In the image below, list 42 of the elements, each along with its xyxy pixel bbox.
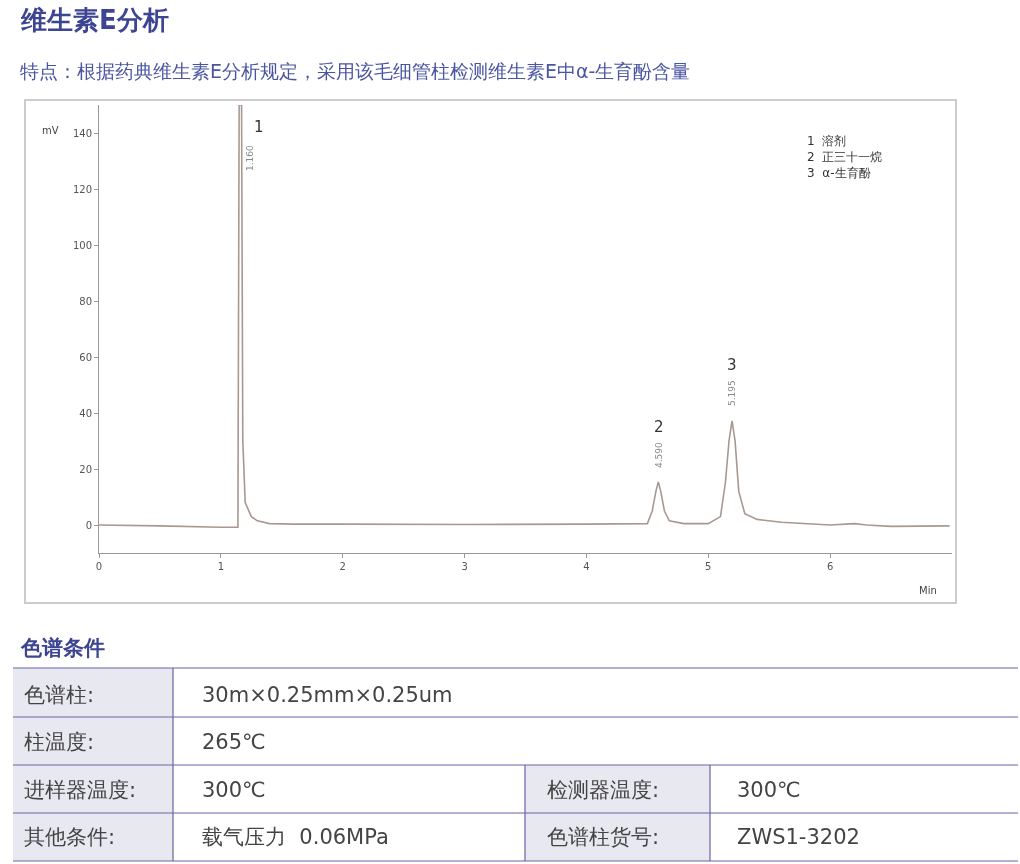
annotation: 4.590 xyxy=(654,441,664,468)
text: 30m×0.25mm×0.25um xyxy=(202,683,453,707)
y-tick-label: 60 xyxy=(79,351,92,363)
text: 进样器温度: xyxy=(24,778,137,802)
x-axis-title: Min xyxy=(919,585,937,596)
x-tick-label: 6 xyxy=(826,561,834,572)
text: 柱温度: xyxy=(24,730,95,754)
annotation: 1.160 xyxy=(245,144,255,171)
x-tick-label: 3 xyxy=(461,561,468,572)
text: 检测器温度: xyxy=(547,778,660,802)
x-tick-label: 2 xyxy=(339,561,346,572)
y-tick-label: 120 xyxy=(72,183,92,195)
annotation: 3 α-生育酚 xyxy=(807,166,871,180)
x-tick-label: 4 xyxy=(583,561,590,572)
chart-title: 维生素E分析 xyxy=(20,5,169,35)
y-tick-label: 100 xyxy=(72,239,92,251)
text: 300℃ xyxy=(202,778,266,802)
text: 色谱条件 xyxy=(20,636,105,660)
y-axis-title: mV xyxy=(42,125,59,136)
annotation: 2 xyxy=(654,418,664,436)
annotation: 5.195 xyxy=(727,380,737,406)
chart-subtitle: 特点：根据药典维生素E分析规定，采用该毛细管柱检测维生素E中α-生育酚含量 xyxy=(20,60,691,82)
y-tick-label: 20 xyxy=(79,463,92,475)
annotation: 3 xyxy=(727,356,737,374)
x-tick-label: 0 xyxy=(95,561,103,572)
annotation: 2 正三十一烷 xyxy=(807,150,883,164)
y-tick-label: 140 xyxy=(72,127,92,139)
y-tick-label: 80 xyxy=(79,295,92,307)
text: 265℃ xyxy=(202,730,266,754)
annotation: 1 xyxy=(254,118,264,136)
y-tick-label: 0 xyxy=(85,519,92,531)
text: 载气压力 0.06MPa xyxy=(202,825,389,849)
text: ZWS1-3202 xyxy=(737,825,860,849)
line-series xyxy=(99,105,951,529)
text: 色谱柱: xyxy=(24,683,95,707)
x-tick-label: 1 xyxy=(217,561,225,572)
annotation: 1 溶剂 xyxy=(807,134,847,148)
text: 300℃ xyxy=(737,778,801,802)
text: 其他条件: xyxy=(24,825,116,849)
text: 色谱柱货号: xyxy=(547,825,660,849)
x-tick-label: 5 xyxy=(705,561,712,572)
y-tick-label: 40 xyxy=(79,407,92,419)
